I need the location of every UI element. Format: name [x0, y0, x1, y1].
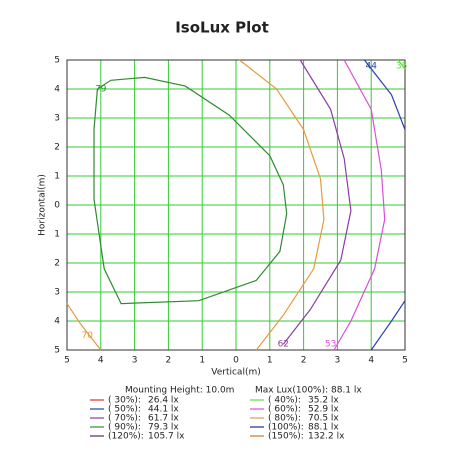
contour-line: [333, 59, 386, 351]
chart-title: IsoLux Plot: [175, 19, 269, 37]
y-tick-label: 2: [54, 143, 60, 153]
contour-line: [66, 59, 325, 351]
contour-label: 79: [95, 85, 107, 95]
contour-line: [93, 76, 288, 305]
y-tick-label: 1: [54, 172, 60, 182]
legend-name: ( 40%):: [268, 396, 301, 406]
legend-name: (100%):: [268, 423, 304, 433]
legend-value: 26.4 lx: [148, 396, 179, 406]
x-tick-label: 2: [301, 356, 307, 366]
contour-label: 62: [278, 340, 289, 350]
legend-name: ( 90%):: [108, 423, 141, 433]
legend-value: 88.1 lx: [308, 423, 339, 433]
legend-name: ( 50%):: [108, 405, 141, 415]
contour-label: 70: [82, 331, 94, 341]
x-tick-label: 4: [368, 356, 374, 366]
x-tick-label: 5: [64, 356, 70, 366]
legend-value: 132.2 lx: [308, 432, 345, 442]
legend-value: 70.5 lx: [308, 414, 339, 424]
x-axis-label: Vertical(m): [211, 368, 260, 378]
x-tick-label: 0: [233, 356, 239, 366]
y-tick-label: 5: [54, 346, 60, 356]
contour-label: 35: [396, 61, 407, 71]
y-tick-label: 3: [54, 114, 60, 124]
legend-value: 35.2 lx: [308, 396, 339, 406]
y-tick-label: 3: [54, 288, 60, 298]
legend-value: 105.7 lx: [148, 432, 185, 442]
x-tick-label: 1: [267, 356, 273, 366]
legend-name: ( 70%):: [108, 414, 141, 424]
y-tick-label: 2: [54, 259, 60, 269]
contour-line: [397, 59, 406, 70]
legend-name: ( 80%):: [268, 414, 301, 424]
contour-label: 44: [365, 61, 377, 71]
contour-line: [282, 59, 352, 345]
y-tick-label: 0: [54, 201, 60, 211]
legend-name: ( 30%):: [108, 396, 141, 406]
legend-value: 44.1 lx: [148, 405, 179, 415]
mounting-height: Mounting Height: 10.0m: [125, 386, 234, 396]
max-lux: Max Lux(100%): 88.1 lx: [255, 386, 362, 396]
legend-value: 52.9 lx: [308, 405, 339, 415]
legend-name: (150%):: [268, 432, 304, 442]
plot-border: [66, 59, 406, 351]
x-tick-label: 3: [132, 356, 138, 366]
contour-label: 53: [325, 340, 336, 350]
legend-name: (120%):: [108, 432, 144, 442]
legend-value: 61.7 lx: [148, 414, 179, 424]
y-tick-label: 5: [54, 56, 60, 66]
y-tick-label: 1: [54, 230, 60, 240]
contour-line: [363, 59, 406, 351]
x-tick-label: 4: [98, 356, 104, 366]
x-tick-label: 3: [335, 356, 341, 366]
y-tick-label: 4: [54, 85, 60, 95]
legend-name: ( 60%):: [268, 405, 301, 415]
x-tick-label: 2: [166, 356, 172, 366]
x-tick-label: 5: [402, 356, 408, 366]
y-axis-label: Horizontal(m): [38, 174, 48, 236]
legend-value: 79.3 lx: [148, 423, 179, 433]
y-tick-label: 4: [54, 317, 60, 327]
x-tick-label: 1: [199, 356, 205, 366]
